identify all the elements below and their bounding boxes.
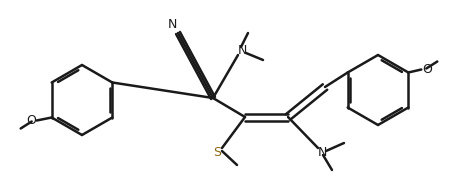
Text: O: O bbox=[422, 63, 432, 76]
Text: N: N bbox=[167, 19, 177, 32]
Text: S: S bbox=[213, 146, 221, 160]
Text: N: N bbox=[237, 43, 247, 57]
Text: N: N bbox=[317, 146, 327, 160]
Text: O: O bbox=[26, 114, 36, 127]
